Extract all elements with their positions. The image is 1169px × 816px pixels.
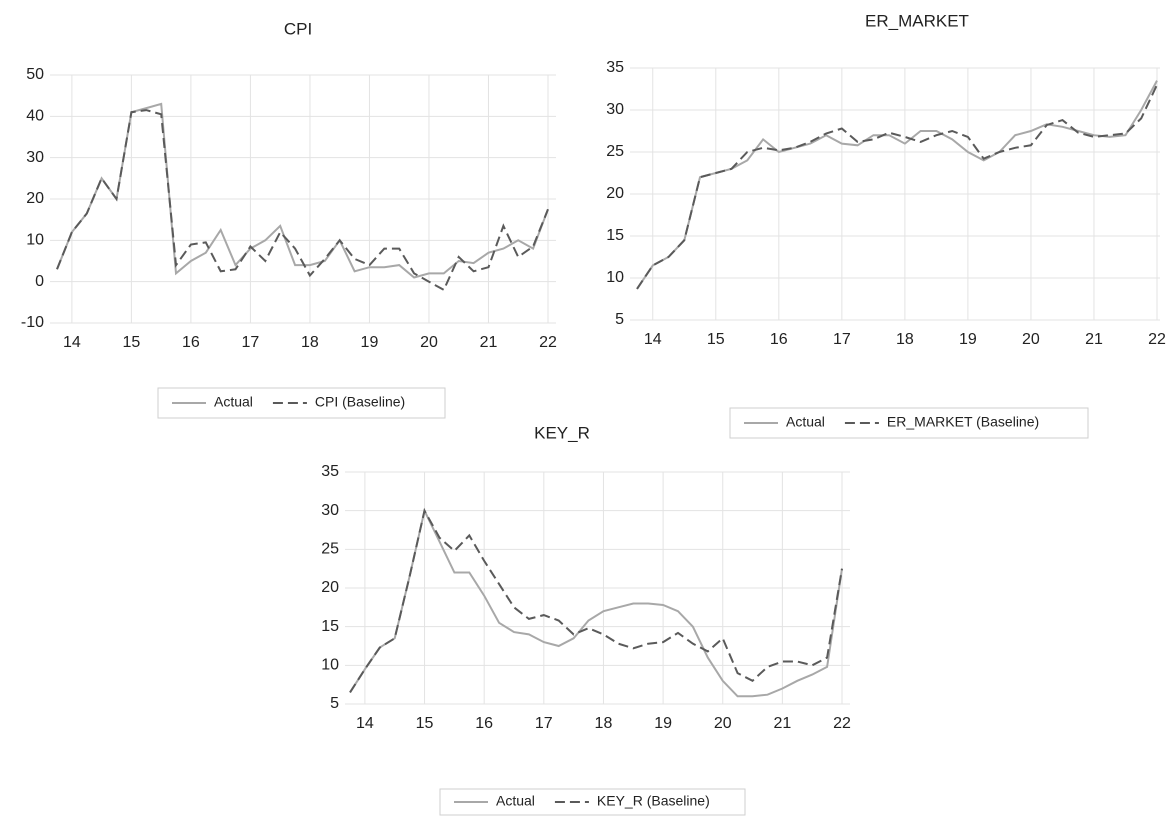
x-tick-label: 14 (644, 331, 662, 348)
y-tick-label: -10 (21, 314, 44, 331)
x-tick-label: 16 (475, 715, 493, 732)
series-line (636, 80, 1158, 290)
series-line (349, 507, 843, 693)
y-tick-label: 35 (606, 59, 624, 76)
x-tick-label: 19 (654, 715, 672, 732)
x-tick-label: 18 (301, 334, 319, 351)
x-tick-label: 17 (242, 334, 260, 351)
x-tick-label: 14 (356, 715, 374, 732)
x-tick-label: 22 (539, 334, 557, 351)
x-tick-label: 22 (833, 715, 851, 732)
series-line (349, 507, 843, 698)
x-tick-label: 22 (1148, 331, 1166, 348)
x-tick-label: 21 (480, 334, 498, 351)
x-tick-label: 21 (773, 715, 791, 732)
legend-label: Actual (786, 414, 825, 430)
chart-title: ER_MARKET (865, 11, 969, 30)
x-tick-label: 14 (63, 334, 81, 351)
x-tick-label: 20 (1022, 331, 1040, 348)
x-tick-label: 19 (959, 331, 977, 348)
y-tick-label: 15 (606, 227, 624, 244)
x-tick-label: 20 (420, 334, 438, 351)
series-line (56, 109, 549, 292)
y-tick-label: 40 (26, 108, 44, 125)
x-tick-label: 16 (770, 331, 788, 348)
legend-label: KEY_R (Baseline) (597, 793, 710, 809)
y-tick-label: 10 (321, 657, 339, 674)
x-tick-label: 17 (535, 715, 553, 732)
x-tick-label: 15 (707, 331, 725, 348)
y-tick-label: 50 (26, 66, 44, 83)
x-tick-label: 20 (714, 715, 732, 732)
y-tick-label: 20 (606, 185, 624, 202)
y-tick-label: 5 (615, 311, 624, 328)
series-line (56, 102, 549, 279)
y-tick-label: 20 (26, 190, 44, 207)
x-tick-label: 15 (122, 334, 140, 351)
y-tick-label: 0 (35, 273, 44, 290)
legend-label: CPI (Baseline) (315, 394, 405, 410)
y-tick-label: 35 (321, 463, 339, 480)
x-tick-label: 19 (361, 334, 379, 351)
x-tick-label: 17 (833, 331, 851, 348)
legend-label: ER_MARKET (Baseline) (887, 414, 1039, 430)
series-line (636, 84, 1158, 290)
x-tick-label: 18 (595, 715, 613, 732)
x-tick-label: 21 (1085, 331, 1103, 348)
x-tick-label: 18 (896, 331, 914, 348)
legend-label: Actual (214, 394, 253, 410)
legend-label: Actual (496, 793, 535, 809)
y-tick-label: 30 (26, 149, 44, 166)
x-tick-label: 16 (182, 334, 200, 351)
legend-box (729, 407, 1089, 439)
legend-box (439, 788, 746, 816)
y-tick-label: 10 (26, 232, 44, 249)
chart-title: CPI (284, 19, 312, 38)
y-tick-label: 25 (321, 541, 339, 558)
y-tick-label: 15 (321, 618, 339, 635)
y-tick-label: 30 (606, 101, 624, 118)
chart-title: KEY_R (534, 423, 590, 442)
y-tick-label: 30 (321, 502, 339, 519)
x-tick-label: 15 (416, 715, 434, 732)
y-tick-label: 10 (606, 269, 624, 286)
y-tick-label: 5 (330, 695, 339, 712)
y-tick-label: 25 (606, 143, 624, 160)
y-tick-label: 20 (321, 579, 339, 596)
